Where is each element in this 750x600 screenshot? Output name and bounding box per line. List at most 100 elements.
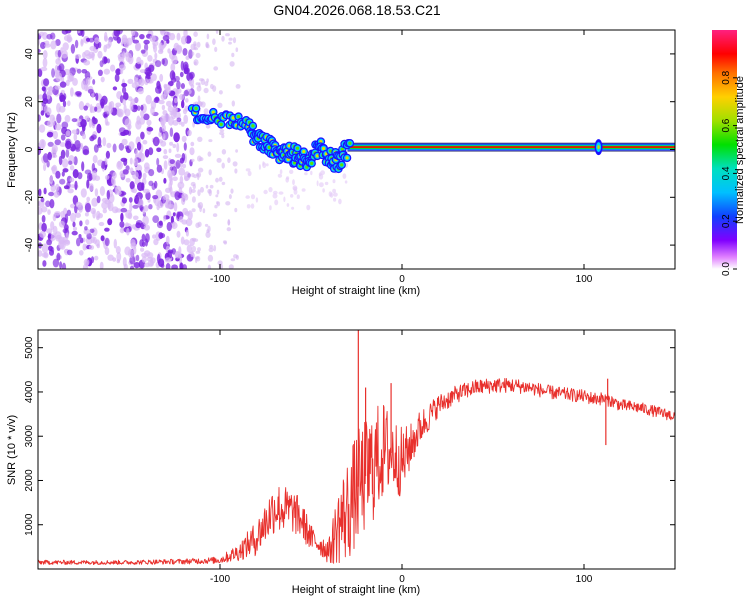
noise-blob <box>145 94 152 105</box>
noise-blob <box>318 173 324 180</box>
noise-blob <box>180 83 185 89</box>
noise-blob <box>135 254 140 262</box>
noise-blob <box>191 245 197 253</box>
noise-blob <box>41 86 46 92</box>
x-tick-label: 0 <box>399 574 405 585</box>
noise-blob <box>166 39 170 44</box>
noise-blob <box>64 213 69 224</box>
noise-blob <box>182 163 187 169</box>
noise-blob <box>49 175 53 185</box>
noise-blob <box>196 85 202 92</box>
noise-blob <box>152 136 160 147</box>
colorbar-tick-label: 0.4 <box>721 166 732 180</box>
noise-blob <box>206 33 210 40</box>
noise-blob <box>61 121 69 129</box>
noise-blob <box>207 264 212 269</box>
noise-blob <box>42 57 48 68</box>
noise-blob <box>162 155 169 160</box>
noise-blob <box>231 100 235 107</box>
noise-blob <box>116 36 122 44</box>
noise-blob <box>163 194 170 201</box>
y-tick-label: -40 <box>24 237 35 252</box>
spectrogram-xlabel: Height of straight line (km) <box>292 285 420 297</box>
noise-blob <box>189 71 195 79</box>
noise-blob <box>119 227 125 234</box>
noise-blob <box>193 31 198 37</box>
noise-blob <box>289 169 294 174</box>
signal-blob <box>287 144 291 148</box>
noise-blob <box>99 60 104 68</box>
noise-blob <box>102 111 108 118</box>
noise-blob <box>121 197 127 204</box>
noise-blob <box>178 167 186 176</box>
noise-blob <box>73 156 78 166</box>
noise-blob <box>217 260 223 266</box>
noise-blob <box>206 44 210 49</box>
noise-blob <box>165 235 170 245</box>
noise-blob <box>54 139 62 146</box>
noise-blob <box>50 221 55 231</box>
noise-blob <box>188 49 193 59</box>
noise-blob <box>269 205 272 211</box>
noise-blob <box>123 92 129 101</box>
noise-blob <box>101 160 106 169</box>
noise-blob <box>183 114 189 125</box>
noise-blob <box>119 64 126 71</box>
noise-blob <box>71 118 78 123</box>
noise-blob <box>159 30 165 34</box>
noise-blob <box>190 250 194 258</box>
noise-blob <box>182 48 188 56</box>
noise-blob <box>126 37 133 46</box>
noise-blob <box>197 173 200 181</box>
noise-blob <box>166 100 172 107</box>
noise-blob <box>71 129 78 134</box>
signal-blob <box>293 161 297 165</box>
noise-blob <box>219 129 225 133</box>
noise-blob <box>130 265 134 269</box>
noise-blob <box>200 101 206 108</box>
noise-blob <box>155 85 162 94</box>
noise-blob <box>165 86 171 94</box>
noise-blob <box>38 201 41 207</box>
noise-blob <box>232 37 237 44</box>
noise-blob <box>172 212 176 217</box>
noise-blob <box>79 220 83 227</box>
y-tick-label: 0 <box>24 146 35 152</box>
signal-blob <box>319 140 323 144</box>
noise-blob <box>88 183 94 192</box>
noise-blob <box>115 102 122 108</box>
noise-blob <box>134 42 141 52</box>
y-tick-label: 1000 <box>24 513 35 536</box>
noise-blob <box>54 85 61 90</box>
noise-blob <box>113 238 118 249</box>
noise-blob <box>246 204 251 209</box>
noise-blob <box>190 189 196 193</box>
noise-blob <box>68 160 73 166</box>
noise-blob <box>291 206 295 210</box>
noise-blob <box>121 34 128 45</box>
noise-blob <box>119 69 124 75</box>
noise-blob <box>92 155 98 164</box>
noise-blob <box>137 105 141 111</box>
noise-blob <box>60 47 64 54</box>
noise-blob <box>166 221 172 232</box>
noise-blob <box>146 127 154 132</box>
noise-blob <box>179 157 185 164</box>
noise-blob <box>80 237 84 244</box>
noise-blob <box>172 119 179 126</box>
noise-blob <box>214 204 218 209</box>
noise-blob <box>207 225 211 233</box>
noise-blob <box>104 237 110 247</box>
noise-blob <box>190 84 195 89</box>
noise-blob <box>121 82 128 88</box>
noise-blob <box>172 143 177 149</box>
noise-blob <box>163 177 167 184</box>
noise-blob <box>90 256 95 264</box>
noise-blob <box>74 54 82 59</box>
noise-blob <box>172 105 178 115</box>
noise-blob <box>125 177 131 183</box>
noise-blob <box>226 227 231 232</box>
noise-blob <box>82 149 90 156</box>
noise-blob <box>161 124 166 133</box>
noise-blob <box>66 249 73 256</box>
